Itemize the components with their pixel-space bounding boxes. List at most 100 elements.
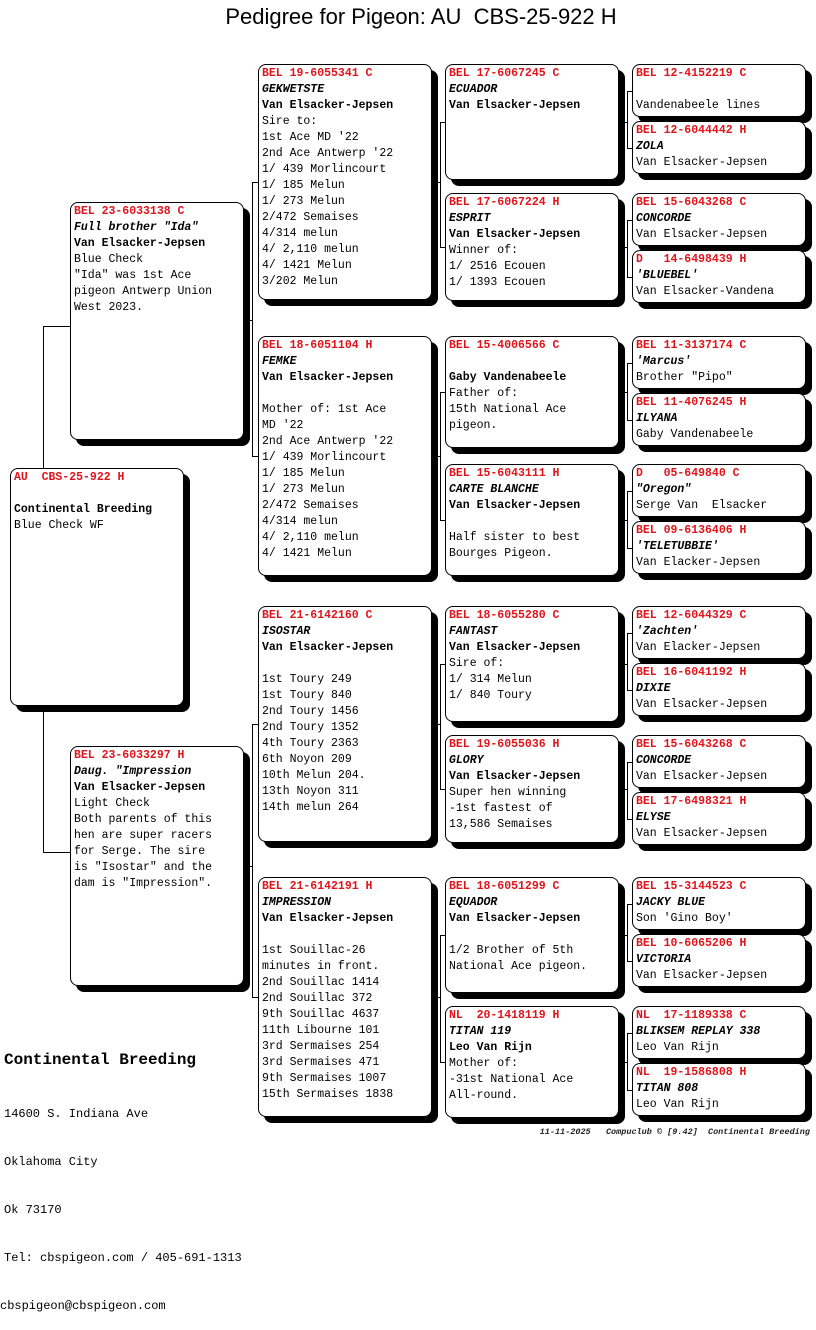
pigeon-name: ECUADOR bbox=[449, 83, 498, 96]
ring-number: BEL 12-6044442 H bbox=[636, 124, 747, 137]
pigeon-name: CONCORDE bbox=[636, 212, 692, 225]
connector-line bbox=[43, 706, 44, 852]
note-line: Blue Check WF bbox=[14, 519, 104, 532]
pigeon-name: 'TELETUBBIE' bbox=[636, 540, 719, 553]
connector-line bbox=[617, 520, 627, 521]
connector-line bbox=[627, 1032, 632, 1034]
note-line: 3/202 Melun bbox=[262, 275, 338, 288]
pigeon-card-dssd[interactable]: BEL 16-6041192 H DIXIE Van Elsacker-Jepsen bbox=[632, 663, 806, 716]
pigeon-card-ssd[interactable]: BEL 17-6067224 H ESPRIT Van Elsacker-Jepse… bbox=[445, 193, 619, 301]
note-line bbox=[262, 386, 428, 402]
note-line: Sire to: bbox=[262, 115, 318, 128]
note-line: West 2023. bbox=[74, 301, 144, 314]
pigeon-card-dd[interactable]: BEL 21-6142191 H IMPRESSION Van Elsacker-J… bbox=[258, 877, 432, 1117]
note-line: 1st Toury 249 bbox=[262, 673, 352, 686]
note-line bbox=[262, 656, 428, 672]
connector-line bbox=[627, 903, 632, 905]
connector-line bbox=[627, 419, 632, 421]
pigeon-card-ddds[interactable]: NL 17-1189338 C BLIKSEM REPLAY 338 Leo Van… bbox=[632, 1006, 806, 1059]
note-line: for Serge. The sire bbox=[74, 845, 206, 858]
pigeon-card-dddd[interactable]: NL 19-1586808 H TITAN 808 Leo Van Rijn bbox=[632, 1063, 806, 1116]
breeder-name: Leo Van Rijn bbox=[449, 1041, 532, 1054]
ring-number: AU CBS-25-922 H bbox=[14, 471, 125, 484]
pigeon-card-subject[interactable]: AU CBS-25-922 H Continental Breeding Blue… bbox=[10, 468, 184, 706]
pigeon-card-ssds[interactable]: BEL 15-6043268 C CONCORDE Van Elsacker-Jep… bbox=[632, 193, 806, 246]
note-line bbox=[449, 514, 615, 530]
pigeon-name: ILYANA bbox=[636, 412, 678, 425]
connector-line bbox=[627, 761, 628, 819]
pigeon-card-sdsd[interactable]: BEL 11-4076245 H ILYANA Gaby Vandenabeele bbox=[632, 393, 806, 446]
owner-name: Continental Breeding bbox=[4, 1051, 197, 1069]
pigeon-name: Full brother "Ida" bbox=[74, 221, 199, 234]
note-line: 2nd Ace Antwerp '22 bbox=[262, 147, 394, 160]
connector-line bbox=[627, 90, 628, 148]
pigeon-name: ESPRIT bbox=[449, 212, 491, 225]
breeder-name: Van Elsacker-Jepsen bbox=[636, 770, 768, 783]
pigeon-card-sdd[interactable]: BEL 15-6043111 H CARTE BLANCHE Van Elsacke… bbox=[445, 464, 619, 576]
pigeon-card-sssd[interactable]: BEL 12-6044442 H ZOLA Van Elsacker-Jepsen bbox=[632, 121, 806, 174]
pigeon-card-dss[interactable]: BEL 18-6055280 C FANTAST Van Elsacker-Jeps… bbox=[445, 606, 619, 722]
breeder-name: Van Elacker-Jepsen bbox=[636, 556, 761, 569]
pigeon-card-ddsd[interactable]: BEL 10-6065206 H VICTORIA Van Elsacker-Jep… bbox=[632, 934, 806, 987]
pigeon-card-sd[interactable]: BEL 18-6051104 H FEMKE Van Elsacker-Jepsen… bbox=[258, 336, 432, 576]
pigeon-card-ds[interactable]: BEL 21-6142160 C ISOSTAR Van Elsacker-Jeps… bbox=[258, 606, 432, 842]
pigeon-card-dsd[interactable]: BEL 19-6055036 H GLORY Van Elsacker-Jepsen… bbox=[445, 735, 619, 843]
connector-line bbox=[627, 1089, 632, 1091]
ring-number: BEL 19-6055341 C bbox=[262, 67, 373, 80]
pigeon-card-dsds[interactable]: BEL 15-6043268 C CONCORDE Van Elsacker-Jep… bbox=[632, 735, 806, 788]
connector-line bbox=[617, 392, 627, 393]
breeder-name: Van Elsacker-Jepsen bbox=[636, 156, 768, 169]
note-line: 3rd Sermaises 254 bbox=[262, 1040, 380, 1053]
owner-state-zip: Ok 73170 bbox=[4, 1203, 62, 1217]
connector-line bbox=[617, 789, 627, 790]
breeder-name: Van Elsacker-Jepsen bbox=[449, 228, 581, 241]
note-line: 4/ 1421 Melun bbox=[262, 259, 352, 272]
pigeon-card-ssdd[interactable]: D 14-6498439 H 'BLUEBEL' Van Elsacker-Vand… bbox=[632, 250, 806, 303]
pigeon-card-ss[interactable]: BEL 19-6055341 C GEKWETSTE Van Elsacker-Je… bbox=[258, 64, 432, 300]
connector-line bbox=[440, 392, 441, 520]
connector-line bbox=[617, 247, 627, 248]
pigeon-card-dsdd[interactable]: BEL 17-6498321 H ELYSE Van Elsacker-Jepsen bbox=[632, 792, 806, 845]
ring-number: BEL 09-6136406 H bbox=[636, 524, 747, 537]
note-line: Father of: bbox=[449, 387, 519, 400]
ring-number: BEL 15-4006566 C bbox=[449, 339, 560, 352]
note-line: 4/314 melun bbox=[262, 227, 338, 240]
note-line bbox=[449, 927, 615, 943]
connector-line bbox=[252, 724, 253, 997]
pigeon-card-sdss[interactable]: BEL 11-3137174 C 'Marcus' Brother "Pipo" bbox=[632, 336, 806, 389]
connector-line bbox=[242, 320, 252, 321]
ring-number: D 14-6498439 H bbox=[636, 253, 747, 266]
pigeon-card-sire[interactable]: BEL 23-6033138 C Full brother "Ida" Van El… bbox=[70, 202, 244, 440]
note-line: 1st Ace MD '22 bbox=[262, 131, 359, 144]
connector-line bbox=[617, 935, 627, 936]
pigeon-card-dsss[interactable]: BEL 12-6044329 C 'Zachten' Van Elacker-Jep… bbox=[632, 606, 806, 659]
ring-number: BEL 11-4076245 H bbox=[636, 396, 747, 409]
connector-line bbox=[252, 182, 253, 456]
connector-line bbox=[627, 362, 628, 420]
pigeon-card-ssss[interactable]: BEL 12-4152219 C Vandenabeele lines bbox=[632, 64, 806, 117]
pigeon-card-sddd[interactable]: BEL 09-6136406 H 'TELETUBBIE' Van Elacker-… bbox=[632, 521, 806, 574]
note-line: 1/ 1393 Ecouen bbox=[449, 276, 546, 289]
pigeon-name: CARTE BLANCHE bbox=[449, 483, 539, 496]
pigeon-card-ddd[interactable]: NL 20-1418119 H TITAN 119 Leo Van Rijn Moth… bbox=[445, 1006, 619, 1118]
breeder-name: Van Elsacker-Jepsen bbox=[449, 641, 581, 654]
pigeon-name: FEMKE bbox=[262, 355, 297, 368]
pigeon-card-ddss[interactable]: BEL 15-3144523 C JACKY BLUE Son 'Gino Boy' bbox=[632, 877, 806, 930]
pigeon-name: "Oregon" bbox=[636, 483, 692, 496]
note-line: 4/ 1421 Melun bbox=[262, 547, 352, 560]
pigeon-card-dds[interactable]: BEL 18-6051299 C EQUADOR Van Elsacker-Jeps… bbox=[445, 877, 619, 993]
note-line: Both parents of this bbox=[74, 813, 213, 826]
note-line: 13th Noyon 311 bbox=[262, 785, 359, 798]
pigeon-card-sss[interactable]: BEL 17-6067245 C ECUADOR Van Elsacker-Jeps… bbox=[445, 64, 619, 180]
note-line: is "Isostar" and the bbox=[74, 861, 213, 874]
ring-number: BEL 18-6051104 H bbox=[262, 339, 373, 352]
note-line: 1st Toury 840 bbox=[262, 689, 352, 702]
breeder-name: Van Elacker-Jepsen bbox=[636, 641, 761, 654]
pigeon-card-sds[interactable]: BEL 15-4006566 C Gaby Vandenabeele Father… bbox=[445, 336, 619, 448]
breeder-name: Van Elsacker-Jepsen bbox=[262, 371, 394, 384]
pigeon-card-sdds[interactable]: D 05-649840 C "Oregon" Serge Van Elsacker bbox=[632, 464, 806, 517]
breeder-name: Van Elsacker-Jepsen bbox=[449, 770, 581, 783]
note-line: "Ida" was 1st Ace bbox=[74, 269, 192, 282]
pigeon-card-dam[interactable]: BEL 23-6033297 H Daug. "Impression Van Els… bbox=[70, 746, 244, 986]
pigeon-name: 'BLUEBEL' bbox=[636, 269, 699, 282]
